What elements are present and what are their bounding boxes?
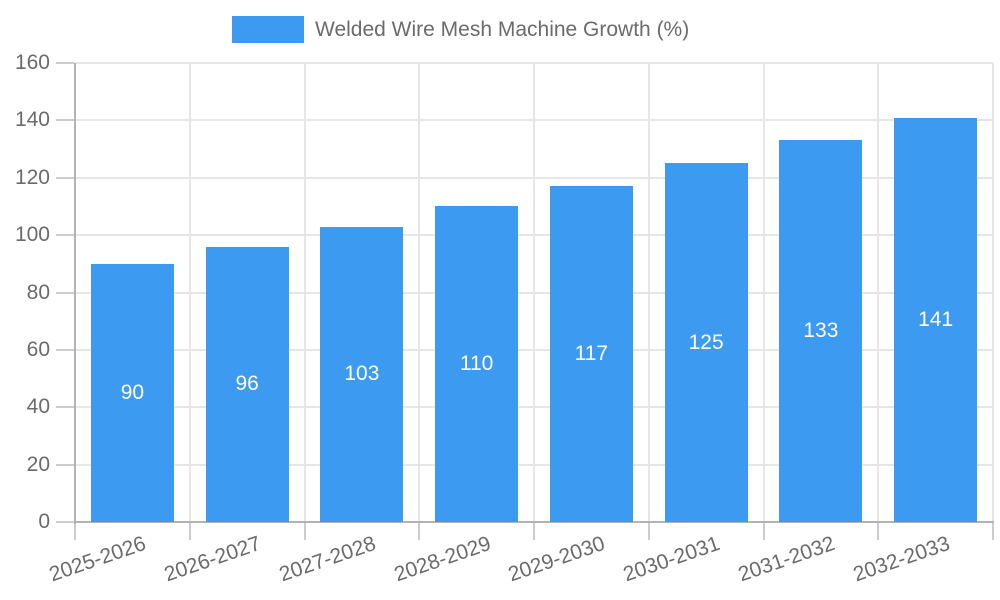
x-axis-line <box>74 521 994 523</box>
bar-value-label: 90 <box>120 380 145 404</box>
x-tick-mark <box>647 522 650 540</box>
y-tick-label: 160 <box>14 51 50 74</box>
y-axis-line <box>74 63 76 524</box>
bar: 90 <box>90 263 174 522</box>
y-tick-mark <box>56 291 74 294</box>
x-tick-mark <box>188 522 191 540</box>
y-tick-mark <box>56 62 74 64</box>
bar: 125 <box>664 163 748 522</box>
bar-value-label: 110 <box>459 352 494 376</box>
gridline-v <box>762 63 765 522</box>
y-tick-mark <box>56 119 74 122</box>
gridline-v <box>992 63 994 522</box>
bar-value-label: 133 <box>803 319 839 343</box>
x-tick-mark <box>762 522 765 540</box>
y-tick-mark <box>56 348 74 351</box>
y-tick-label: 80 <box>26 280 50 304</box>
y-tick-label: 20 <box>26 452 50 476</box>
legend-swatch <box>232 16 304 43</box>
bar: 133 <box>779 140 863 522</box>
gridline-v <box>418 63 421 522</box>
y-tick-label: 140 <box>14 108 50 132</box>
x-tick-mark <box>992 522 994 540</box>
y-tick-mark <box>56 176 74 179</box>
bar: 103 <box>320 226 404 522</box>
bar: 141 <box>894 117 978 522</box>
gridline-v <box>533 63 535 522</box>
bar-value-label: 141 <box>918 307 954 331</box>
x-tick-mark <box>74 522 76 540</box>
bar-value-label: 117 <box>574 342 609 366</box>
y-tick-mark <box>56 234 74 237</box>
x-tick-mark <box>303 522 306 540</box>
gridline-v <box>647 63 650 522</box>
y-tick-label: 40 <box>26 395 50 419</box>
bar-value-label: 125 <box>688 330 724 354</box>
x-tick-mark <box>418 522 421 540</box>
legend-item[interactable]: Welded Wire Mesh Machine Growth (%) <box>232 16 689 43</box>
bar: 96 <box>205 246 289 522</box>
y-tick-mark <box>56 521 74 523</box>
bar: 117 <box>549 186 633 522</box>
bar-value-label: 103 <box>344 362 380 386</box>
y-tick-label: 120 <box>14 165 50 189</box>
gridline-v <box>877 63 880 522</box>
y-tick-mark <box>56 406 74 409</box>
x-tick-mark <box>877 522 880 540</box>
y-tick-mark <box>56 463 74 466</box>
y-tick-label: 100 <box>14 223 50 247</box>
legend-label: Welded Wire Mesh Machine Growth (%) <box>315 17 690 41</box>
bar: 110 <box>435 206 519 522</box>
x-tick-mark <box>533 522 535 540</box>
y-tick-label: 60 <box>26 337 50 361</box>
gridline-v <box>188 63 191 522</box>
y-tick-label: 0 <box>38 510 50 533</box>
plot-area: 0 20 40 60 80 100 120 140 160 90 2025-2026 96 2026-2… <box>15 51 994 586</box>
bar-value-label: 96 <box>235 372 259 396</box>
gridline-v <box>303 63 306 522</box>
